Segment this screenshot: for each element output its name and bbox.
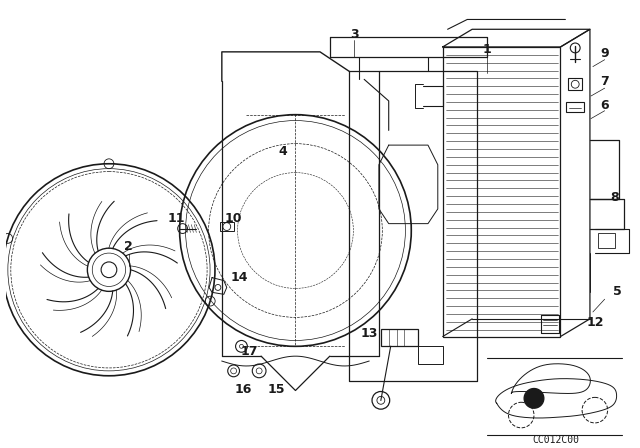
Text: 6: 6 [600,99,609,112]
Text: 13: 13 [360,327,378,340]
Text: 11: 11 [168,212,186,225]
Text: 3: 3 [350,28,358,41]
Text: 15: 15 [267,383,285,396]
Bar [418,346,443,364]
Text: 4: 4 [278,146,287,159]
Bar [220,222,234,232]
Circle shape [524,388,544,408]
Bar [598,233,616,248]
Text: 16: 16 [235,383,252,396]
Text: 5: 5 [613,285,622,298]
Bar [566,102,584,112]
Text: 10: 10 [225,212,243,225]
Text: CC012C00: CC012C00 [532,435,579,444]
Text: 8: 8 [610,191,619,204]
Text: 17: 17 [241,345,258,358]
Text: 2: 2 [124,240,133,253]
Bar [443,47,561,336]
Text: 9: 9 [600,47,609,60]
Text: 12: 12 [586,316,604,329]
Text: 7: 7 [600,75,609,88]
Text: 14: 14 [231,271,248,284]
Text: 1: 1 [483,43,492,56]
Bar [381,329,418,346]
Bar [568,78,582,90]
